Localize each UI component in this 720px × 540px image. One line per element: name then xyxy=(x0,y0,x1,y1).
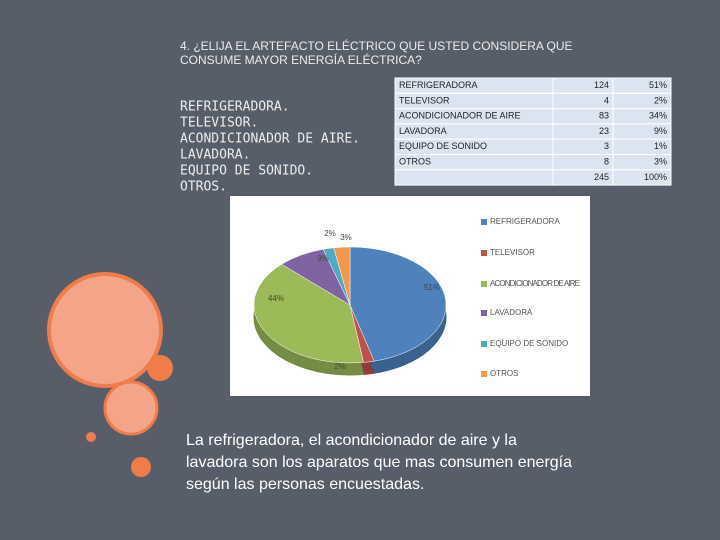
table-text: LAVADORA xyxy=(399,126,447,136)
decor-circle xyxy=(147,355,173,381)
table-cell xyxy=(612,169,672,186)
list-item: REFRIGERADORA. xyxy=(180,100,290,115)
legend-swatch xyxy=(481,341,487,347)
list-item: TELEVISOR. xyxy=(180,116,258,131)
legend-label: LAVADORA xyxy=(490,308,533,317)
table-text: TELEVISOR xyxy=(399,95,450,105)
table-text: 23 xyxy=(599,126,609,136)
conclusion: lavadora son los aparatos que mas consum… xyxy=(186,454,572,471)
table-text: 34% xyxy=(649,111,667,121)
decor-circle xyxy=(86,432,96,442)
table-text: 1% xyxy=(654,141,667,151)
legend-swatch xyxy=(481,250,487,256)
list-item: OTROS. xyxy=(180,180,227,195)
legend-label: EQUIPO DE SONIDO xyxy=(490,339,568,348)
table-text: 100% xyxy=(644,172,667,182)
table-text: 2% xyxy=(654,95,667,105)
legend-swatch xyxy=(481,281,487,287)
pie-label: 44% xyxy=(268,294,284,303)
legend-label: REFRIGERADORA xyxy=(490,217,560,226)
legend-swatch xyxy=(481,219,487,225)
table-text: OTROS xyxy=(399,157,431,167)
table-text: 3% xyxy=(654,157,667,167)
table-text: 83 xyxy=(599,111,609,121)
pie-label: 2% xyxy=(334,362,346,371)
slide-title: CONSUME MAYOR ENERGÍA ELÉCTRICA? xyxy=(180,52,422,67)
table-text: REFRIGERADORA xyxy=(399,80,478,90)
list-item: EQUIPO DE SONIDO. xyxy=(180,164,313,179)
pie-label: 51% xyxy=(424,283,440,292)
table-text: 3 xyxy=(604,141,609,151)
decor-circle xyxy=(47,272,163,388)
table-text: 9% xyxy=(654,126,667,136)
table-text: 8 xyxy=(604,157,609,167)
pie-label: 2% xyxy=(324,229,336,238)
legend-swatch xyxy=(481,310,487,316)
pie-label: 9% xyxy=(317,254,329,263)
list-item: LAVADORA. xyxy=(180,148,250,163)
pie-slice xyxy=(253,263,364,364)
pie-slice xyxy=(333,246,351,306)
pie-slice xyxy=(349,246,447,362)
table-text: ACONDICIONADOR DE AIRE xyxy=(399,111,521,121)
legend-label: TELEVISOR xyxy=(490,248,535,257)
table-text: 4 xyxy=(604,95,609,105)
table-text: 51% xyxy=(649,80,667,90)
decor-circle xyxy=(103,380,159,436)
conclusion: La refrigeradora, el acondicionador de a… xyxy=(186,432,517,449)
slide-title: 4. ¿ELIJA EL ARTEFACTO ELÉCTRICO QUE UST… xyxy=(180,38,573,53)
legend-label: OTROS xyxy=(490,369,518,378)
legend-label: ACONDICIONADOR DE AIRE xyxy=(490,279,580,288)
pie-label: 3% xyxy=(340,233,352,242)
conclusion: según las personas encuestadas. xyxy=(186,476,424,493)
legend-swatch xyxy=(481,371,487,377)
table-text: 124 xyxy=(594,80,609,90)
decor-circle xyxy=(131,457,151,477)
list-item: ACONDICIONADOR DE AIRE. xyxy=(180,132,360,147)
table-text: 245 xyxy=(594,172,609,182)
table-cell xyxy=(394,169,554,186)
table-text: EQUIPO DE SONIDO xyxy=(399,141,487,151)
